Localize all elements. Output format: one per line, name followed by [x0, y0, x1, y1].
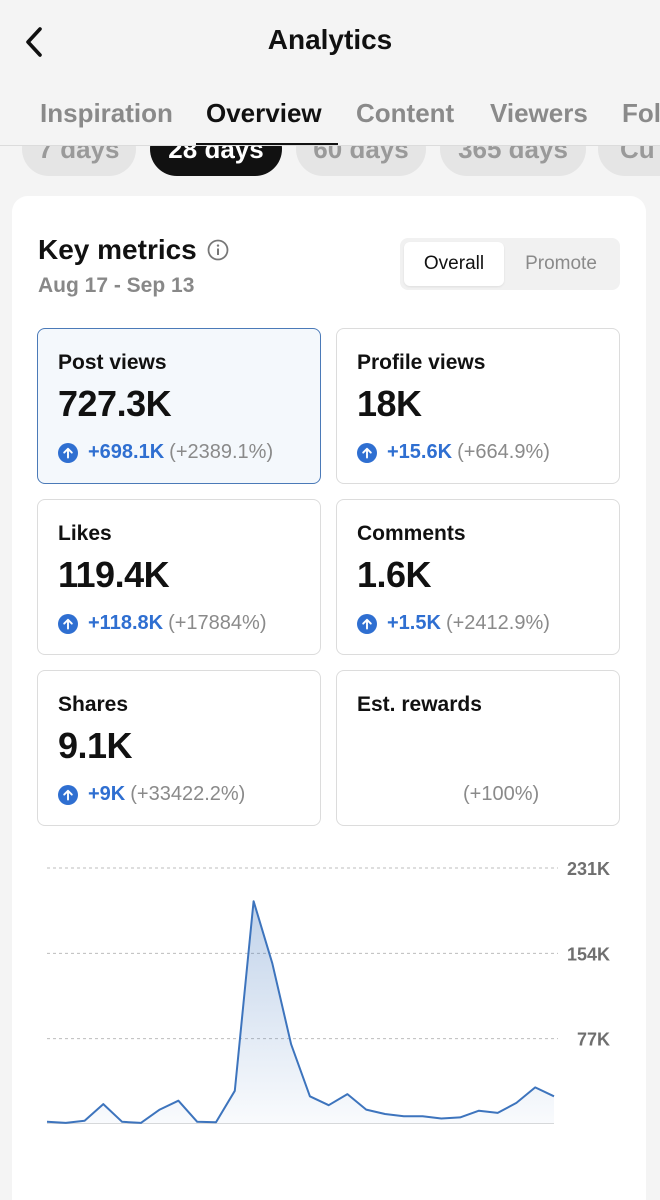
tab-overview[interactable]: Overview: [206, 98, 322, 128]
metric-change: +698.1K (+2389.1%): [58, 441, 273, 464]
promote-toggle-button[interactable]: Promote: [525, 253, 597, 274]
back-button[interactable]: [16, 22, 52, 62]
metric-value: 727.3K: [58, 383, 172, 424]
key-metrics-title: Key metrics: [38, 234, 197, 265]
series-line: [46, 900, 555, 1124]
tab-content[interactable]: Content: [356, 98, 455, 128]
post-views-chart: 231K154K77KAug 17Sep 13: [12, 844, 646, 1124]
metric-label: Post views: [58, 351, 167, 374]
arrow-up-icon: [357, 613, 377, 634]
overall-toggle-button[interactable]: Overall: [404, 242, 504, 286]
metric-card-comments[interactable]: Comments 1.6K +1.5K (+2412.9%): [336, 499, 620, 655]
key-metrics-header: Key metrics: [38, 234, 229, 266]
y-tick-label: 231K: [567, 859, 610, 879]
arrow-up-icon: [58, 784, 78, 805]
metric-percent: (+2412.9%): [445, 612, 550, 634]
chip-7-days[interactable]: 7 days: [22, 146, 136, 176]
series-area: [47, 901, 554, 1124]
arrow-up-icon: [58, 613, 78, 634]
metric-percent: (+664.9%): [457, 441, 550, 463]
metric-change: +15.6K (+664.9%): [357, 441, 550, 464]
metric-value: 119.4K: [58, 554, 170, 595]
info-icon[interactable]: [207, 239, 229, 261]
tab-inspiration[interactable]: Inspiration: [40, 98, 173, 128]
chip-custom[interactable]: Cu: [598, 146, 660, 176]
metric-percent: (+33422.2%): [130, 783, 246, 805]
metric-value: 1.6K: [357, 554, 432, 595]
metric-label: Likes: [58, 522, 112, 545]
metric-card-profile-views[interactable]: Profile views 18K +15.6K (+664.9%): [336, 328, 620, 484]
overall-promote-toggle: Overall Promote: [400, 238, 620, 290]
date-range: Aug 17 - Sep 13: [38, 274, 195, 297]
metric-label: Profile views: [357, 351, 486, 374]
metric-change: +1.5K (+2412.9%): [357, 612, 550, 635]
metric-delta: +118.8K: [88, 612, 164, 634]
tab-bar: Inspiration Overview Content Viewers Fol: [0, 92, 660, 146]
metric-card-likes[interactable]: Likes 119.4K +118.8K (+17884%): [37, 499, 321, 655]
top-bar: Analytics Inspiration Overview Content V…: [0, 0, 660, 146]
chip-28-days[interactable]: 28 days: [150, 146, 282, 176]
key-metrics-card: Key metrics Aug 17 - Sep 13 Overall Prom…: [12, 196, 646, 1200]
metric-change: +118.8K (+17884%): [58, 612, 266, 635]
tab-followers[interactable]: Fol: [622, 98, 660, 128]
metric-label: Est. rewards: [357, 693, 482, 716]
chip-365-days[interactable]: 365 days: [440, 146, 586, 176]
arrow-up-icon: [357, 442, 377, 463]
tab-viewers[interactable]: Viewers: [490, 98, 588, 128]
metric-delta: +698.1K: [88, 441, 165, 463]
active-tab-indicator: [196, 143, 338, 145]
chevron-left-icon: [26, 27, 42, 57]
metric-percent: (+2389.1%): [169, 441, 274, 463]
metric-value: 18K: [357, 383, 422, 424]
arrow-up-icon: [58, 442, 78, 463]
y-tick-label: 77K: [577, 1030, 610, 1050]
chip-60-days[interactable]: 60 days: [296, 146, 426, 176]
metric-delta: +9K: [88, 783, 126, 805]
metric-card-post-views[interactable]: Post views 727.3K +698.1K (+2389.1%): [37, 328, 321, 484]
y-tick-label: 154K: [567, 944, 610, 964]
date-range-chips: 7 days 28 days 60 days 365 days Cu: [0, 146, 660, 178]
metric-delta: +1.5K: [387, 612, 441, 634]
metric-delta: +15.6K: [387, 441, 453, 463]
metric-percent: (+17884%): [168, 612, 267, 634]
metric-card-est-rewards[interactable]: Est. rewards (+100%): [336, 670, 620, 826]
chart-svg: 231K154K77KAug 17Sep 13: [46, 859, 610, 1124]
metric-label: Shares: [58, 693, 129, 716]
metric-label: Comments: [357, 522, 466, 545]
metric-change: +9K (+33422.2%): [58, 783, 245, 806]
page-title: Analytics: [267, 24, 393, 55]
metric-percent: (+100%): [463, 783, 540, 805]
metric-value: 9.1K: [58, 725, 133, 766]
metric-card-shares[interactable]: Shares 9.1K +9K (+33422.2%): [37, 670, 321, 826]
